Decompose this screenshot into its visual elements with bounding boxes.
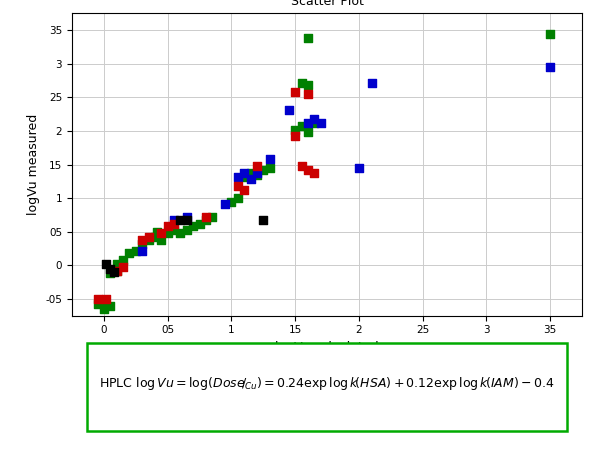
Point	[106, 265, 115, 272]
Point	[284, 106, 293, 113]
Point	[144, 233, 154, 241]
Point	[201, 213, 211, 220]
Point	[137, 236, 147, 243]
Point	[303, 167, 313, 174]
Point	[310, 115, 319, 123]
Point	[99, 305, 109, 313]
Point	[545, 30, 555, 37]
Point	[157, 229, 166, 237]
Point	[182, 227, 191, 234]
Point	[163, 229, 172, 237]
Point	[131, 247, 140, 254]
Point	[220, 200, 230, 207]
Point	[303, 35, 313, 42]
Point	[118, 256, 128, 264]
Point	[109, 269, 119, 276]
Point	[252, 169, 262, 176]
Point	[246, 176, 256, 183]
Point	[265, 156, 274, 163]
Point	[118, 263, 128, 270]
FancyBboxPatch shape	[88, 343, 567, 431]
Point	[169, 220, 179, 227]
Point	[188, 223, 198, 230]
Point	[112, 260, 121, 268]
Point	[157, 236, 166, 243]
Point	[354, 164, 364, 172]
Point	[106, 302, 115, 309]
Point	[182, 213, 191, 220]
Text: HPLC $\log \mathit{Vu} = \log\!\left(\mathit{Dose}\!/\!{}_{\mathit{Cu}}\right)= : HPLC $\log \mathit{Vu} = \log\!\left(\ma…	[99, 375, 555, 392]
Point	[101, 260, 111, 268]
Point	[303, 82, 313, 89]
Point	[144, 236, 154, 243]
Point	[176, 229, 185, 237]
Point	[259, 167, 268, 174]
Point	[137, 247, 147, 254]
Point	[297, 122, 307, 129]
Point	[310, 169, 319, 176]
Point	[152, 228, 162, 235]
Point	[303, 119, 313, 127]
Point	[169, 216, 179, 223]
Point	[125, 250, 134, 257]
Point	[150, 233, 160, 241]
Point	[101, 295, 111, 303]
Point	[303, 129, 313, 136]
Point	[239, 173, 249, 180]
Point	[233, 182, 242, 189]
Point	[316, 119, 325, 127]
Y-axis label: logVu measured: logVu measured	[27, 114, 40, 215]
Point	[163, 223, 172, 230]
Point	[182, 216, 191, 223]
Point	[297, 163, 307, 170]
Point	[297, 79, 307, 86]
Point	[233, 173, 242, 180]
Point	[227, 198, 236, 205]
Point	[106, 270, 115, 277]
Point	[265, 164, 274, 172]
Point	[201, 216, 211, 223]
Point	[367, 79, 376, 86]
Point	[99, 299, 109, 306]
Point	[92, 295, 102, 303]
Point	[194, 220, 204, 227]
Point	[252, 163, 262, 170]
Point	[290, 133, 300, 140]
Point	[290, 88, 300, 96]
Point	[545, 64, 555, 71]
Point	[239, 169, 249, 176]
Point	[169, 227, 179, 234]
Point	[310, 119, 319, 127]
Point	[290, 126, 300, 133]
Point	[303, 90, 313, 97]
Title: Scatter Plot: Scatter Plot	[290, 0, 364, 8]
Point	[137, 240, 147, 247]
Point	[246, 169, 256, 176]
Point	[259, 216, 268, 223]
Point	[252, 171, 262, 178]
Point	[112, 267, 121, 274]
X-axis label: logVu calculated: logVu calculated	[275, 341, 379, 354]
Point	[92, 301, 102, 308]
Point	[112, 267, 121, 274]
Point	[239, 186, 249, 194]
Point	[176, 216, 185, 223]
Point	[233, 194, 242, 202]
Point	[208, 213, 217, 220]
